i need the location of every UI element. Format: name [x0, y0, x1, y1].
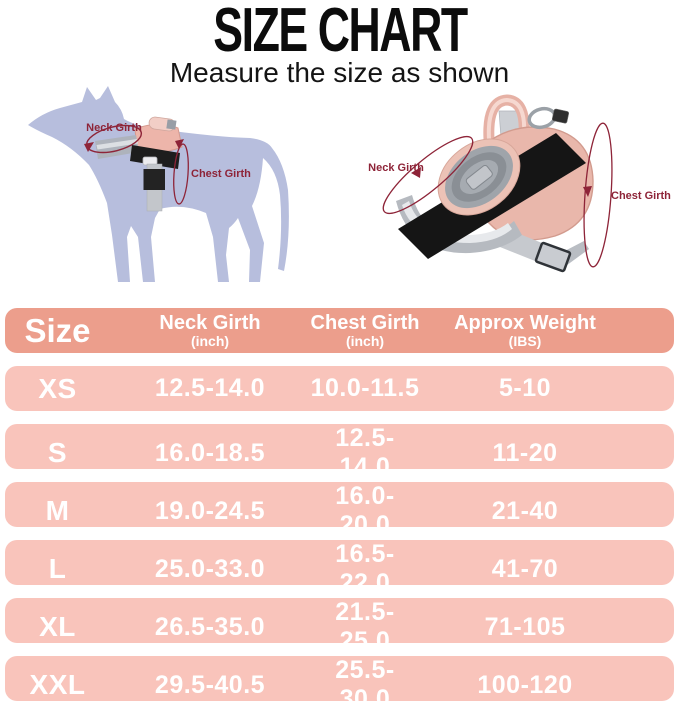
neck-girth-cell: 25.0-33.0 — [154, 554, 266, 583]
dog-measure-indicators: Neck Girth Chest Girth — [84, 122, 251, 205]
neck-girth-cell: 29.5-40.5 — [154, 670, 266, 699]
chest-girth-cell: 16.5-22.0 — [335, 540, 395, 597]
chest-girth-cell: 10.0-11.5 — [310, 374, 420, 402]
neck-girth-cell: 19.0-24.5 — [154, 496, 266, 525]
weight-cell: 41-70 — [491, 554, 559, 583]
size-cell: XXL — [29, 669, 86, 700]
neck-girth-cell: 26.5-35.0 — [154, 612, 266, 641]
weight-cell: 100-120 — [477, 670, 573, 699]
chest-girth-cell: 12.5-14.0 — [335, 424, 395, 481]
size-cell: XL — [39, 611, 76, 642]
header-size: Size — [24, 311, 91, 349]
heading-block: SIZE CHART Measure the size as shown — [0, 0, 679, 88]
dog-measurement-diagram: Neck Girth Chest Girth — [28, 86, 289, 282]
chest-girth-cell: 16.0-20.0 — [335, 482, 395, 539]
size-cell: S — [47, 437, 68, 468]
neck-girth-cell: 16.0-18.5 — [154, 438, 266, 467]
harness-chest-girth-label: Chest Girth — [611, 190, 671, 202]
size-cell: L — [48, 553, 67, 584]
chest-arrow-icon — [583, 186, 592, 197]
header-chest-girth: Chest Girth (inch) — [310, 312, 420, 349]
chest-arrow-icon — [175, 139, 184, 149]
size-cell: M — [45, 495, 70, 526]
harness-product — [396, 94, 594, 273]
header-neck-girth: Neck Girth (inch) — [159, 312, 261, 349]
table-row: XS 12.5-14.0 10.0-11.5 5-10 — [5, 366, 674, 411]
harness-tag — [551, 108, 570, 124]
neck-arrow-icon — [84, 142, 94, 152]
neck-arrow-icon — [411, 167, 421, 178]
weight-cell: 71-105 — [484, 612, 566, 641]
harness-measure-indicators: Neck Girth Chest Girth — [368, 122, 671, 268]
dog-chest-girth-label: Chest Girth — [191, 168, 251, 180]
harness-measurement-diagram: Neck Girth Chest Girth — [368, 94, 671, 273]
chest-girth-cell: 25.5-30.0 — [335, 656, 395, 701]
weight-cell: 11-20 — [492, 438, 558, 467]
header-approx-weight: Approx Weight (IBS) — [454, 312, 596, 349]
weight-cell: 21-40 — [491, 496, 559, 525]
size-cell: XS — [38, 372, 77, 404]
chest-girth-cell: 21.5-25.0 — [335, 598, 395, 655]
table-row: S 16.0-18.5 12.5-14.0 11-20 — [5, 424, 674, 481]
size-table: Size Neck Girth (inch) Chest Girth (inch… — [5, 308, 674, 701]
neck-girth-cell: 12.5-14.0 — [154, 374, 266, 402]
table-header-row: Size Neck Girth (inch) Chest Girth (inch… — [5, 308, 674, 353]
table-row: XXL 29.5-40.5 25.5-30.0 100-120 — [5, 656, 674, 701]
table-row: L 25.0-33.0 16.5-22.0 41-70 — [5, 540, 674, 597]
table-row: M 19.0-24.5 16.0-20.0 21-40 — [5, 482, 674, 539]
strap-buckle — [534, 241, 572, 273]
weight-cell: 5-10 — [498, 374, 552, 402]
dog-neck-girth-label: Neck Girth — [86, 122, 142, 134]
table-row: XL 26.5-35.0 21.5-25.0 71-105 — [5, 598, 674, 655]
harness-neck-girth-label: Neck Girth — [368, 162, 424, 174]
page-title: SIZE CHART — [212, 0, 468, 65]
page-subtitle: Measure the size as shown — [169, 57, 510, 88]
